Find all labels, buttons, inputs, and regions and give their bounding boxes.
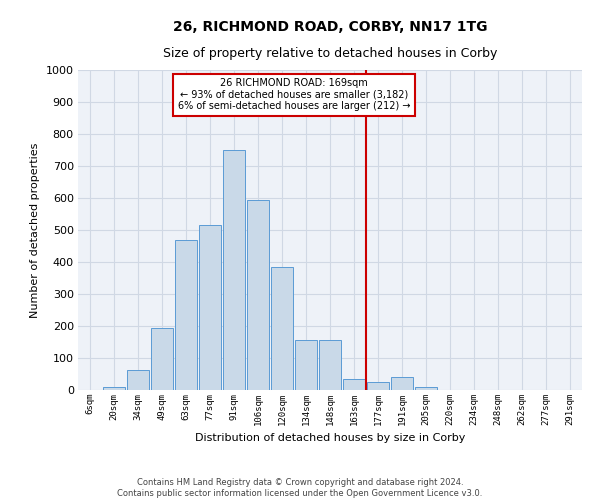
Bar bbox=[151, 328, 173, 390]
Bar bbox=[319, 340, 341, 390]
Bar bbox=[343, 379, 365, 390]
Bar bbox=[271, 267, 293, 390]
X-axis label: Distribution of detached houses by size in Corby: Distribution of detached houses by size … bbox=[195, 434, 465, 444]
Text: Size of property relative to detached houses in Corby: Size of property relative to detached ho… bbox=[163, 48, 497, 60]
Text: 26 RICHMOND ROAD: 169sqm
← 93% of detached houses are smaller (3,182)
6% of semi: 26 RICHMOND ROAD: 169sqm ← 93% of detach… bbox=[178, 78, 410, 111]
Text: Contains HM Land Registry data © Crown copyright and database right 2024.
Contai: Contains HM Land Registry data © Crown c… bbox=[118, 478, 482, 498]
Bar bbox=[415, 387, 437, 390]
Bar bbox=[127, 370, 149, 390]
Bar bbox=[175, 240, 197, 390]
Bar bbox=[247, 200, 269, 390]
Y-axis label: Number of detached properties: Number of detached properties bbox=[30, 142, 40, 318]
Bar bbox=[199, 225, 221, 390]
Bar bbox=[295, 340, 317, 390]
Bar bbox=[391, 377, 413, 390]
Bar bbox=[367, 382, 389, 390]
Text: 26, RICHMOND ROAD, CORBY, NN17 1TG: 26, RICHMOND ROAD, CORBY, NN17 1TG bbox=[173, 20, 487, 34]
Bar bbox=[223, 150, 245, 390]
Bar bbox=[103, 387, 125, 390]
